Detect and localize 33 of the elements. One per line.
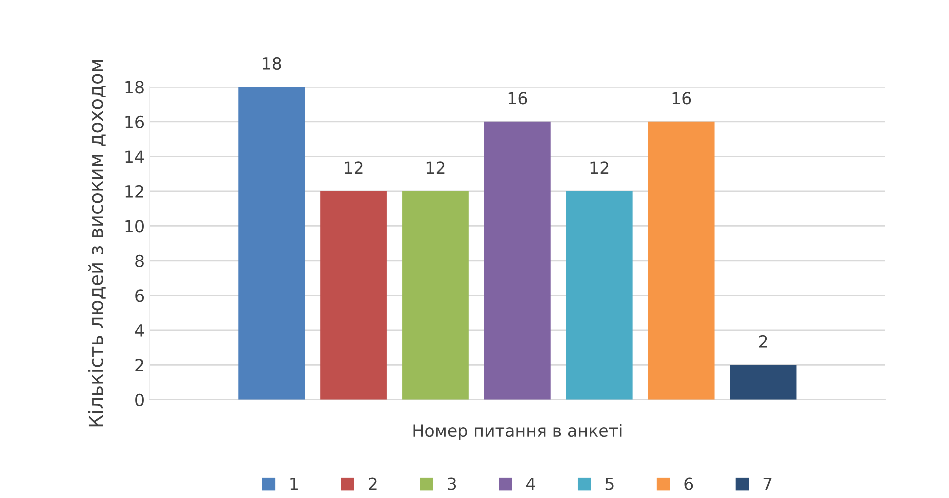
y-tick-label: 2 [136, 359, 144, 372]
y-tick-label: 18 [126, 81, 144, 94]
y-tick-label: 12 [126, 185, 144, 198]
bar [402, 191, 469, 400]
y-tick-label: 0 [136, 394, 144, 406]
bar [484, 122, 551, 400]
bar [238, 87, 306, 400]
x-axis-title: Номер питання в анкеті [414, 424, 622, 440]
y-tick-label: 10 [126, 220, 144, 233]
bar [648, 122, 715, 400]
legend-label: 5 [606, 478, 614, 490]
y-tick-label: 16 [126, 116, 144, 128]
data-label: 12 [426, 162, 445, 174]
legend-label: 7 [764, 478, 772, 490]
legend-label: 3 [448, 478, 456, 490]
y-tick-label: 6 [136, 290, 144, 302]
data-label: 12 [345, 162, 363, 174]
data-label: 16 [672, 92, 692, 105]
bar [566, 191, 633, 400]
y-tick-label: 4 [135, 324, 144, 337]
legend-label: 4 [526, 478, 536, 490]
legend-label: 6 [684, 478, 694, 490]
bar [730, 365, 797, 400]
data-label: 16 [508, 92, 528, 105]
data-label: 12 [590, 162, 609, 174]
y-tick-label: 8 [136, 254, 144, 268]
data-label: 2 [759, 335, 768, 348]
data-label: 18 [263, 57, 282, 70]
legend-label: 1 [290, 478, 298, 490]
y-axis-title: Кількість людей з високим доходом [88, 60, 106, 427]
y-tick-label: 14 [126, 150, 144, 163]
bar [320, 191, 387, 400]
legend-label: 2 [369, 478, 377, 490]
